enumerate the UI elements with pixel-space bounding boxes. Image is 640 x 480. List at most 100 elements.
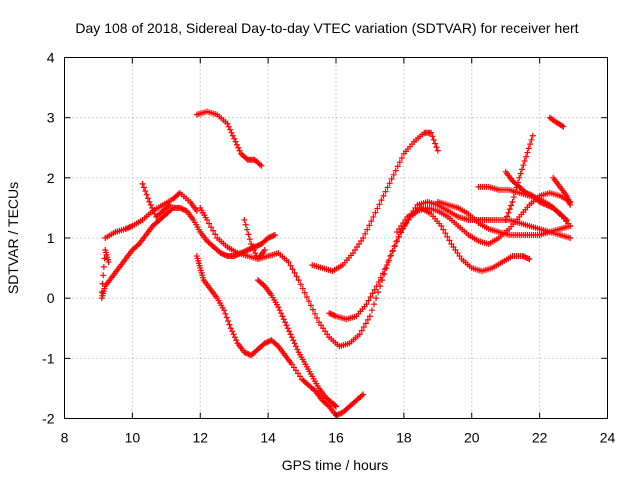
data-point	[388, 176, 395, 183]
data-point	[242, 248, 249, 255]
data-point	[165, 203, 172, 210]
data-point	[356, 241, 363, 248]
data-point	[243, 247, 250, 254]
data-point	[434, 147, 441, 154]
data-point	[275, 304, 282, 311]
data-point	[287, 331, 294, 338]
data-point	[371, 301, 378, 308]
data-point	[320, 325, 327, 332]
data-point	[294, 370, 301, 377]
data-point	[284, 325, 291, 332]
data-point	[290, 364, 297, 371]
data-point	[398, 222, 405, 229]
data-point	[394, 228, 401, 235]
data-point	[394, 163, 401, 170]
data-point	[440, 226, 447, 233]
data-point	[290, 337, 297, 344]
data-point	[385, 257, 392, 264]
data-point	[293, 273, 300, 280]
data-point	[506, 206, 513, 213]
data-point	[386, 180, 393, 187]
data-point	[362, 320, 369, 327]
data-point	[210, 227, 217, 234]
data-point	[428, 129, 435, 136]
data-point	[229, 328, 236, 335]
data-point	[291, 340, 298, 347]
data-point	[525, 191, 532, 198]
data-point	[225, 318, 232, 325]
data-point	[231, 253, 238, 260]
data-point	[292, 367, 299, 374]
data-marks	[98, 108, 574, 419]
data-point	[398, 229, 405, 236]
data-point	[292, 343, 299, 350]
data-point	[265, 235, 272, 241]
data-point	[518, 166, 525, 173]
data-point	[324, 402, 331, 409]
data-point	[540, 200, 547, 207]
y-axis-label: SDTVAR / TECUs	[5, 182, 21, 294]
data-point	[193, 207, 200, 214]
data-point	[313, 315, 320, 322]
data-point	[567, 235, 574, 241]
data-point	[394, 238, 401, 245]
data-point	[364, 316, 371, 323]
data-point	[563, 216, 570, 223]
series-track-a	[193, 108, 265, 169]
data-point	[249, 244, 256, 251]
data-point	[512, 189, 519, 196]
series-track-k	[502, 132, 536, 223]
data-point	[144, 195, 151, 202]
data-point	[288, 334, 295, 341]
data-point	[287, 262, 294, 269]
data-point	[286, 328, 293, 335]
data-point	[270, 232, 277, 239]
x-axis-label: GPS time / hours	[282, 457, 389, 473]
data-point	[246, 246, 253, 253]
data-point	[255, 242, 262, 249]
data-point	[523, 153, 530, 160]
series-track-i	[394, 189, 574, 248]
data-point	[502, 216, 509, 223]
series-track-r	[98, 247, 112, 296]
data-point	[245, 231, 252, 238]
data-point	[294, 346, 301, 353]
data-point	[368, 307, 375, 314]
data-point	[528, 136, 535, 143]
data-point	[567, 222, 574, 229]
data-point	[349, 250, 356, 257]
data-point	[273, 342, 280, 349]
data-point	[360, 391, 367, 398]
data-point	[333, 403, 339, 410]
data-point	[448, 241, 455, 248]
data-point	[279, 313, 286, 320]
data-point	[261, 247, 268, 254]
data-point	[232, 138, 239, 145]
data-point	[522, 254, 529, 261]
data-point	[263, 339, 270, 346]
data-point	[252, 243, 259, 250]
data-point	[392, 167, 399, 174]
series-track-g	[309, 129, 441, 275]
x-tick-label: 24	[600, 430, 616, 446]
data-point	[242, 221, 249, 228]
series-track-d	[193, 253, 367, 419]
data-point	[358, 327, 365, 334]
data-point	[316, 319, 323, 326]
data-point	[365, 297, 372, 304]
data-point	[525, 255, 532, 262]
data-point	[326, 310, 333, 317]
data-point	[542, 201, 549, 208]
data-point	[253, 253, 260, 260]
data-point	[208, 224, 215, 231]
x-tick-label: 22	[532, 430, 548, 446]
data-point	[285, 259, 292, 266]
data-point	[269, 233, 276, 240]
y-tick-label: 0	[47, 290, 55, 306]
data-point	[337, 410, 344, 417]
data-point	[230, 331, 237, 338]
data-point	[241, 349, 248, 356]
data-point	[264, 339, 271, 346]
